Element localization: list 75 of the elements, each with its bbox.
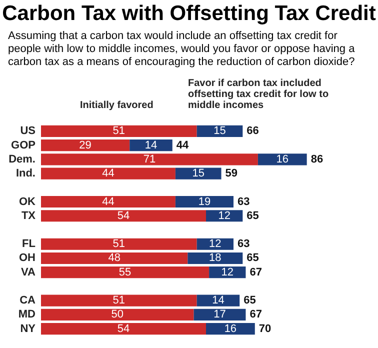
data-label: 15 — [214, 125, 226, 138]
data-label: 19 — [198, 196, 211, 208]
data-label: 54 — [117, 210, 130, 222]
data-label: 44 — [102, 196, 114, 208]
data-label: 54 — [117, 322, 130, 335]
bar — [196, 294, 240, 306]
total-label: 59 — [225, 168, 238, 180]
data-label: 51 — [112, 125, 126, 138]
y-tick-label: OK — [19, 196, 36, 208]
bar — [41, 196, 176, 208]
y-tick-label: CA — [20, 294, 36, 307]
total-label: 65 — [246, 252, 259, 264]
bar — [41, 323, 206, 335]
data-label: 12 — [209, 238, 222, 250]
data-label: 14 — [144, 139, 158, 152]
data-label: 48 — [108, 252, 120, 264]
total-label: 70 — [258, 322, 272, 335]
data-label: 14 — [212, 294, 224, 307]
y-tick-label: OH — [19, 252, 36, 264]
y-tick-label: US — [20, 125, 36, 138]
y-tick-label: GOP — [11, 139, 36, 152]
bar — [206, 323, 255, 335]
total-label: 65 — [244, 294, 256, 307]
y-tick-label: NY — [20, 322, 36, 335]
total-label: 63 — [238, 196, 250, 208]
data-label: 15 — [192, 168, 204, 180]
bar — [41, 168, 176, 180]
bar — [41, 294, 197, 306]
bar — [175, 196, 234, 208]
series-label: Favor if carbon tax included offsetting tax credit for low to middle incomes — [188, 78, 330, 111]
data-label: 55 — [118, 266, 132, 278]
data-label: 50 — [111, 308, 124, 321]
data-label: 51 — [112, 294, 126, 307]
data-label: 18 — [209, 252, 222, 264]
y-tick-label: FL — [22, 238, 36, 250]
bar — [41, 238, 197, 250]
bar — [194, 308, 246, 320]
data-label: 44 — [102, 168, 114, 180]
total-label: 67 — [250, 266, 262, 278]
bar — [196, 125, 243, 137]
bar — [206, 210, 243, 222]
chart-title: Carbon Tax with Offsetting Tax Credit — [1, 2, 377, 26]
bar — [41, 125, 197, 137]
bar — [258, 154, 307, 166]
total-label: 65 — [246, 210, 259, 222]
bar — [209, 266, 246, 278]
bar — [41, 266, 210, 278]
y-tick-label: Dem. — [8, 153, 36, 166]
total-label: 63 — [238, 238, 250, 250]
bar — [41, 308, 194, 320]
bar — [41, 252, 188, 264]
data-label: 12 — [218, 210, 230, 222]
bar — [41, 140, 130, 152]
y-tick-label: VA — [21, 266, 36, 278]
bar — [41, 154, 258, 166]
bar — [41, 210, 206, 222]
total-label: 44 — [176, 139, 190, 152]
chart-subtitle: Assuming that a carbon tax would include an offsetting tax credit for people with low to middle incomes, would you favor or oppose having a carbon tax as a means of encouraging the reduction of carbon dioxide? — [8, 30, 356, 69]
bar — [175, 168, 222, 180]
data-label: 12 — [221, 266, 234, 278]
data-label: 16 — [224, 322, 237, 335]
data-label: 29 — [79, 139, 92, 152]
y-tick-label: Ind. — [16, 168, 36, 180]
total-label: 67 — [250, 308, 262, 321]
data-label: 51 — [112, 238, 126, 250]
bar — [130, 140, 172, 152]
y-tick-label: TX — [21, 210, 36, 222]
total-label: 86 — [310, 153, 324, 166]
y-tick-label: MD — [18, 308, 36, 321]
data-label: 17 — [214, 308, 226, 321]
series-label: Initially favored — [80, 100, 154, 111]
data-label: 16 — [276, 153, 289, 166]
total-label: 66 — [246, 125, 259, 138]
bar — [188, 252, 243, 264]
data-label: 71 — [143, 153, 156, 166]
